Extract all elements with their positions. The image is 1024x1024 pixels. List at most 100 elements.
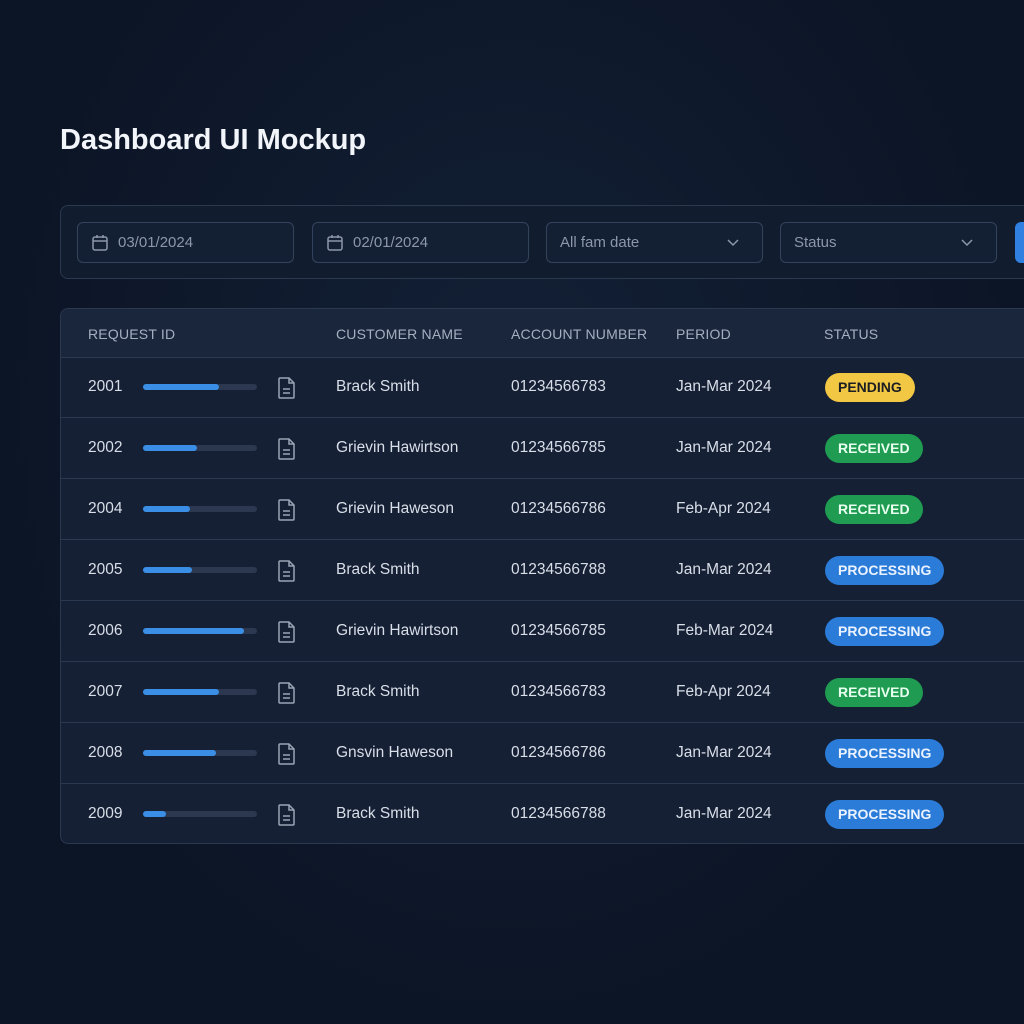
- status-badge: RECEIVED: [825, 434, 923, 463]
- customer-name: Brack Smith: [336, 683, 420, 700]
- document-icon[interactable]: [276, 742, 298, 771]
- account-number: 01234566786: [511, 500, 606, 517]
- request-id: 2007: [88, 683, 123, 700]
- customer-name: Brack Smith: [336, 378, 420, 395]
- account-number: 01234566785: [511, 622, 606, 639]
- column-header: ACCOUNT NUMBER: [511, 326, 648, 342]
- account-number: 01234566788: [511, 561, 606, 578]
- account-number: 01234566788: [511, 805, 606, 822]
- document-glyph: [278, 804, 295, 826]
- document-glyph: [278, 621, 295, 643]
- column-header: PERIOD: [676, 326, 731, 342]
- progress-fill: [143, 811, 166, 817]
- table-row: 2002 Grievin Hawirtson 01234566785 Jan-Mar …: [61, 418, 1024, 479]
- customer-name: Grievin Hawirtson: [336, 439, 459, 456]
- progress-fill: [143, 750, 216, 756]
- progress-track: [143, 689, 257, 695]
- calendar-icon: [92, 234, 108, 251]
- document-glyph: [278, 438, 295, 460]
- customer-name: Grievin Hawirtson: [336, 622, 459, 639]
- progress-fill: [143, 567, 193, 573]
- document-glyph: [278, 682, 295, 704]
- customer-name: Brack Smith: [336, 805, 420, 822]
- progress-track: [143, 567, 257, 573]
- account-number: 01234566786: [511, 744, 606, 761]
- progress-fill: [143, 384, 220, 390]
- document-icon[interactable]: [276, 498, 298, 527]
- request-id: 2002: [88, 439, 123, 456]
- progress-track: [143, 506, 257, 512]
- period: Jan-Mar 2024: [676, 439, 772, 456]
- date-type-select[interactable]: All fam date: [546, 222, 763, 263]
- status-badge: PROCESSING: [825, 739, 945, 768]
- table-header: REQUEST ID CUSTOMER NAME ACCOUNT NUMBER PER…: [61, 309, 1024, 358]
- progress-fill: [143, 445, 197, 451]
- calendar-icon: [327, 234, 343, 251]
- table-row: 2005 Brack Smith 01234566788 Jan-Mar 2024 PR…: [61, 540, 1024, 601]
- request-id: 2006: [88, 622, 123, 639]
- period: Jan-Mar 2024: [676, 561, 772, 578]
- apply-button[interactable]: [1015, 222, 1024, 263]
- requests-table: REQUEST ID CUSTOMER NAME ACCOUNT NUMBER PER…: [60, 308, 1024, 844]
- date-to-input[interactable]: 02/01/2024: [312, 222, 529, 263]
- status-badge: PENDING: [825, 373, 915, 402]
- period: Jan-Mar 2024: [676, 744, 772, 761]
- request-id: 2001: [88, 378, 123, 395]
- document-glyph: [278, 560, 295, 582]
- document-icon[interactable]: [276, 559, 298, 588]
- column-header: REQUEST ID: [88, 326, 176, 342]
- customer-name: Brack Smith: [336, 561, 420, 578]
- status-select-text: Status: [794, 234, 837, 251]
- chevron-icon: [961, 238, 973, 246]
- period: Feb-Apr 2024: [676, 500, 771, 517]
- table-row: 2008 Gnsvin Haweson 01234566786 Jan-Mar 202…: [61, 723, 1024, 784]
- table-row: 2004 Grievin Haweson 01234566786 Feb-Apr 20…: [61, 479, 1024, 540]
- document-icon[interactable]: [276, 803, 298, 832]
- progress-track: [143, 811, 257, 817]
- period: Feb-Mar 2024: [676, 622, 774, 639]
- document-icon[interactable]: [276, 437, 298, 466]
- status-badge: RECEIVED: [825, 678, 923, 707]
- table-row: 2006 Grievin Hawirtson 01234566785 Feb-Mar …: [61, 601, 1024, 662]
- status-badge: PROCESSING: [825, 800, 945, 829]
- status-select[interactable]: Status: [780, 222, 997, 263]
- document-glyph: [278, 743, 295, 765]
- filter-bar: 03/01/2024 02/01/2024 All fam date Statu…: [60, 205, 1024, 279]
- period: Jan-Mar 2024: [676, 805, 772, 822]
- progress-track: [143, 384, 257, 390]
- period: Feb-Apr 2024: [676, 683, 771, 700]
- progress-fill: [143, 689, 220, 695]
- account-number: 01234566785: [511, 439, 606, 456]
- status-badge: PROCESSING: [825, 556, 945, 585]
- date-from-input[interactable]: 03/01/2024: [77, 222, 294, 263]
- page-title: Dashboard UI Mockup: [60, 124, 367, 156]
- document-icon[interactable]: [276, 681, 298, 710]
- column-header: CUSTOMER NAME: [336, 326, 463, 342]
- progress-track: [143, 628, 257, 634]
- table-row: 2009 Brack Smith 01234566788 Jan-Mar 2024 PR…: [61, 784, 1024, 843]
- request-id: 2009: [88, 805, 123, 822]
- request-id: 2004: [88, 500, 123, 517]
- document-icon[interactable]: [276, 620, 298, 649]
- document-icon[interactable]: [276, 376, 298, 405]
- status-badge: RECEIVED: [825, 495, 923, 524]
- progress-fill: [143, 628, 245, 634]
- customer-name: Gnsvin Haweson: [336, 744, 454, 761]
- table-row: 2007 Brack Smith 01234566783 Feb-Apr 2024 RE…: [61, 662, 1024, 723]
- account-number: 01234566783: [511, 683, 606, 700]
- document-glyph: [278, 377, 295, 399]
- status-badge: PROCESSING: [825, 617, 945, 646]
- document-glyph: [278, 499, 295, 521]
- account-number: 01234566783: [511, 378, 606, 395]
- table-row: 2001 Brack Smith 01234566783 Jan-Mar 2024 PE…: [61, 357, 1024, 418]
- chevron-icon: [727, 238, 739, 246]
- date-from-text: 03/01/2024: [118, 234, 194, 251]
- customer-name: Grievin Haweson: [336, 500, 455, 517]
- request-id: 2008: [88, 744, 123, 761]
- column-header: STATUS: [824, 326, 879, 342]
- date-to-text: 02/01/2024: [353, 234, 429, 251]
- progress-track: [143, 445, 257, 451]
- progress-fill: [143, 506, 190, 512]
- date-type-text: All fam date: [560, 234, 640, 251]
